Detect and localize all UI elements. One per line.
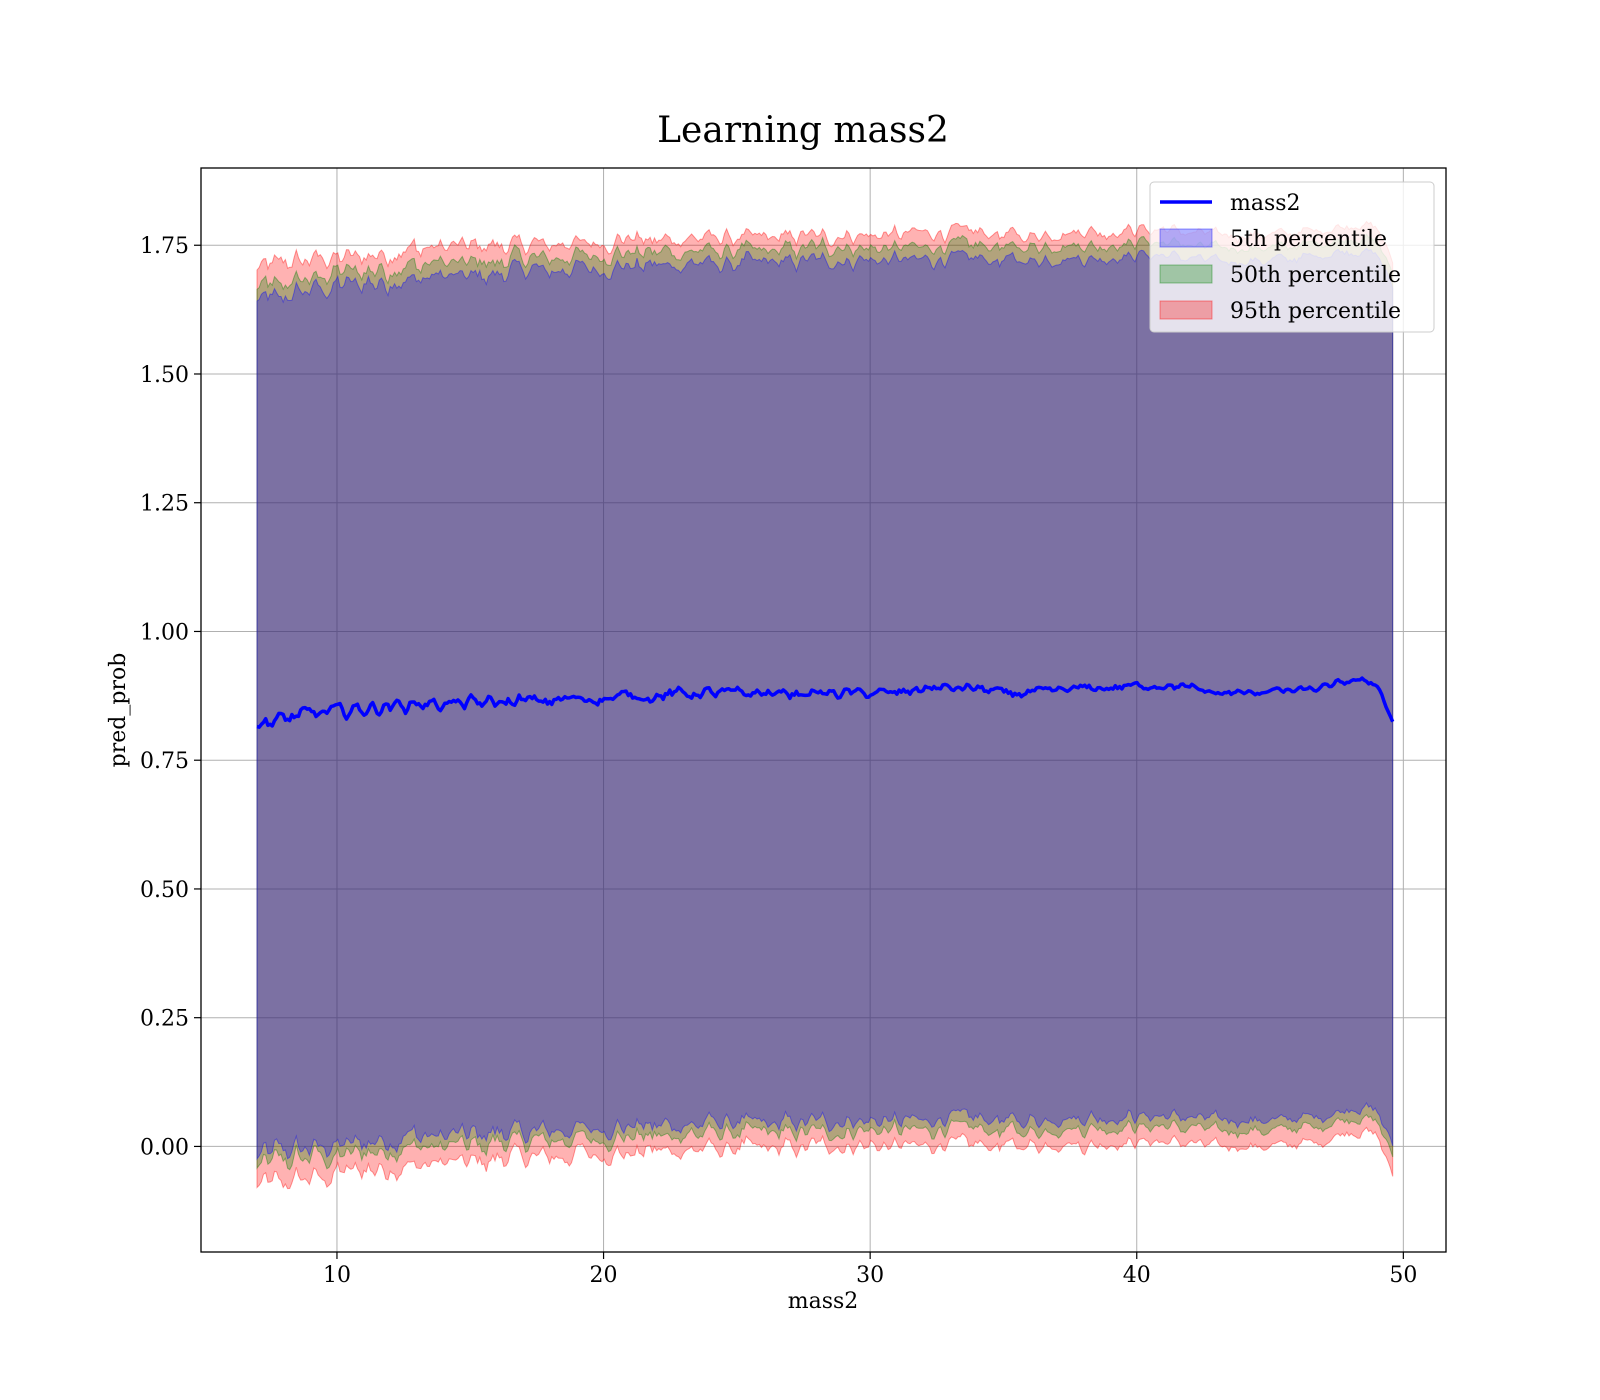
band-95th-percentile <box>256 220 1394 1190</box>
y-tick-label: 1.50 <box>140 363 189 388</box>
x-axis-ticks: 10 20 30 40 50 <box>323 1252 1417 1288</box>
band-5th-percentile <box>256 247 1394 1161</box>
series-lines <box>256 676 1395 729</box>
y-axis-label: pred_prob <box>106 653 131 768</box>
plot-frame <box>200 167 1447 1253</box>
legend-label-50th-percentile: 50th percentile <box>1230 263 1401 288</box>
y-tick-label: 0.00 <box>140 1135 189 1160</box>
legend-box <box>1149 181 1435 333</box>
chart-title: Learning mass2 <box>657 110 949 151</box>
x-tick-label: 30 <box>856 1263 884 1288</box>
x-tick-label: 50 <box>1389 1263 1417 1288</box>
legend-label-5th-percentile: 5th percentile <box>1230 227 1387 252</box>
legend-swatch-5th-percentile <box>1159 228 1213 248</box>
grid <box>201 168 1446 1252</box>
line-mass2 <box>256 676 1395 729</box>
x-tick-label: 40 <box>1123 1263 1151 1288</box>
legend-swatch-95th-percentile <box>1159 300 1213 320</box>
x-tick-label: 20 <box>590 1263 618 1288</box>
y-tick-label: 0.75 <box>140 749 189 774</box>
legend-swatch-50th-percentile <box>1159 264 1213 284</box>
legend-label-mass2: mass2 <box>1230 191 1301 216</box>
x-tick-label: 10 <box>323 1263 351 1288</box>
percentile-bands <box>256 220 1394 1190</box>
band-50th-percentile <box>256 233 1394 1171</box>
y-axis-ticks: 0.00 0.25 0.50 0.75 1.00 1.25 1.50 1.75 <box>140 234 201 1160</box>
y-tick-label: 1.00 <box>140 620 189 645</box>
y-tick-label: 1.25 <box>140 492 189 517</box>
y-tick-label: 1.75 <box>140 234 189 259</box>
legend: mass2 5th percentile 50th percentile 95th p… <box>1149 181 1435 333</box>
x-axis-label: mass2 <box>788 1289 859 1314</box>
legend-label-95th-percentile: 95th percentile <box>1230 299 1401 324</box>
y-tick-label: 0.25 <box>140 1007 189 1032</box>
y-tick-label: 0.50 <box>140 878 189 903</box>
